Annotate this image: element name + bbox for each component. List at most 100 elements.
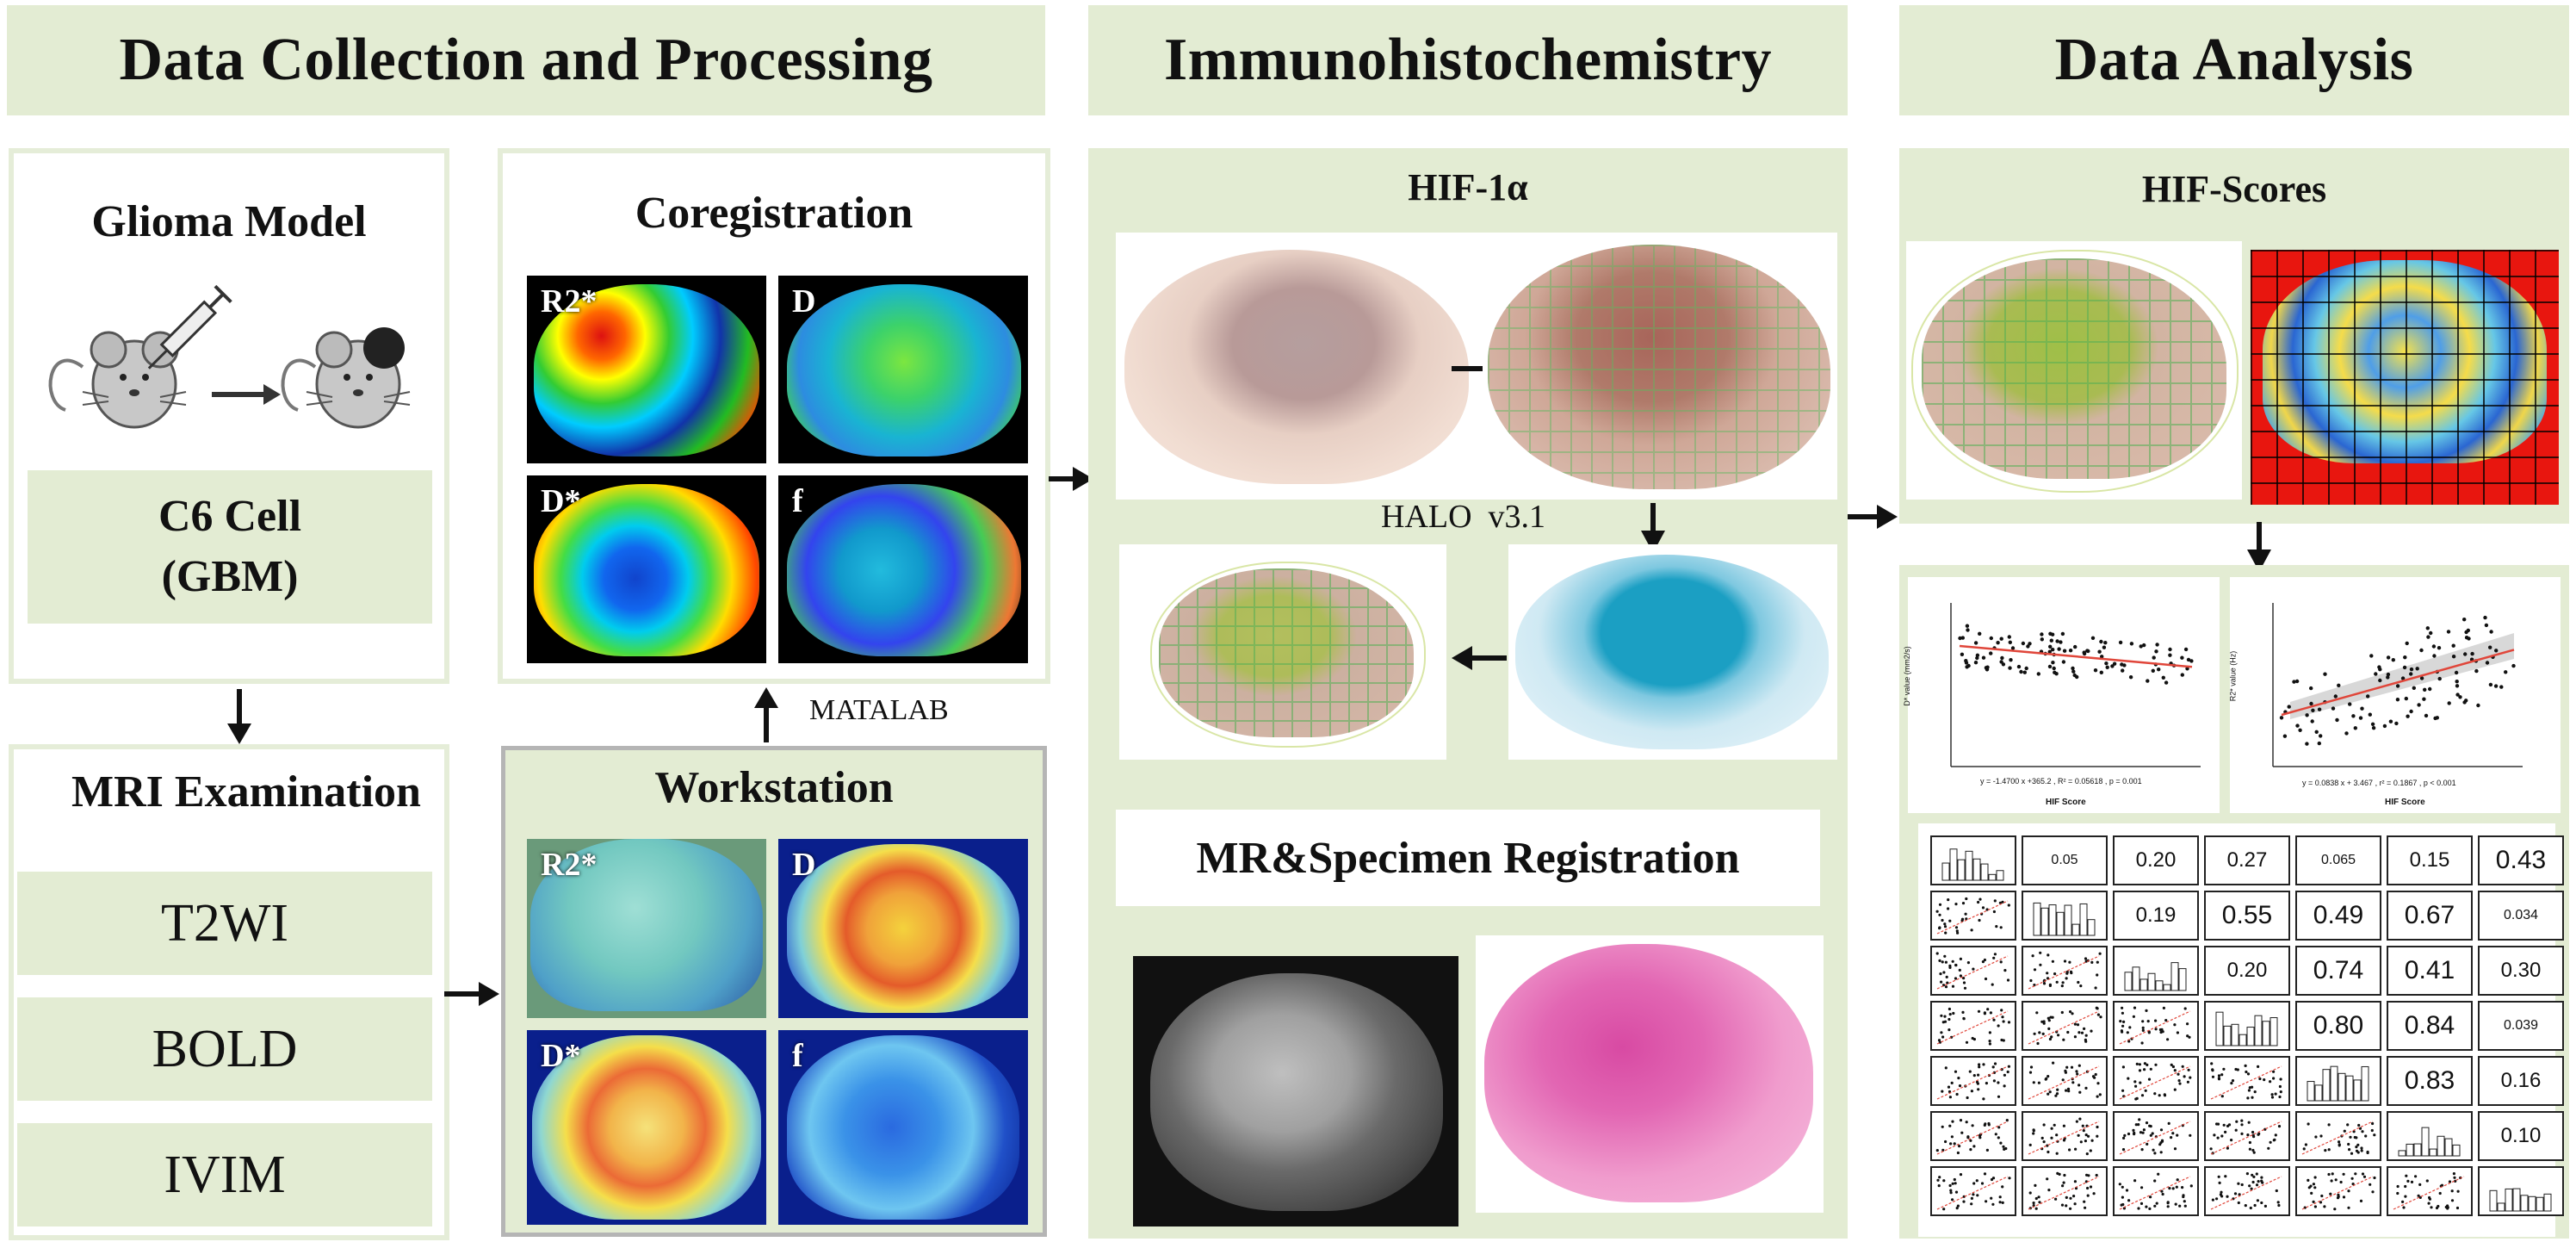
sequence-bold: BOLD — [17, 997, 432, 1101]
scatter-point — [2127, 1077, 2130, 1080]
scatter-point — [2175, 1185, 2178, 1189]
scatter-point — [2338, 1140, 2341, 1144]
scatter-point — [2096, 1125, 2099, 1129]
scatter-point — [2186, 1080, 2189, 1084]
scatter-point — [1956, 931, 1960, 935]
scatter-point — [2382, 723, 2387, 729]
scatter-point — [2099, 639, 2103, 644]
scatter-point — [1993, 953, 1997, 956]
arrow-down-icon — [227, 689, 251, 744]
scatter-point — [2091, 1075, 2096, 1078]
scatter-point — [2042, 1140, 2046, 1144]
scatter-point — [2083, 1027, 2086, 1030]
correlation-value: 0.20 — [2204, 946, 2290, 996]
scatter-point — [2180, 673, 2184, 677]
histogram-cell — [2478, 1166, 2564, 1216]
scatter-point — [2000, 1009, 2003, 1012]
map-label: D — [792, 847, 816, 883]
scatter-point — [2309, 686, 2313, 691]
histogram-bar — [2132, 966, 2140, 991]
pairwise-scatter-cell — [2295, 1166, 2381, 1216]
scatter-point — [2456, 1189, 2460, 1193]
scatter-point — [2216, 1122, 2220, 1126]
scatter-point — [2337, 683, 2341, 687]
halo-annotated-section — [1119, 544, 1446, 760]
scatter-point — [2051, 1015, 2054, 1019]
scatter-point — [2147, 1077, 2152, 1081]
scatter-point — [2369, 1183, 2372, 1186]
scatter-point — [2033, 968, 2037, 972]
scatter-point — [2489, 630, 2493, 634]
scatter-point — [2126, 1031, 2129, 1034]
scatter-point — [2073, 1202, 2077, 1206]
scatter-point — [1944, 931, 1947, 935]
scatter-point — [2176, 1133, 2179, 1137]
scatter-point — [2240, 1119, 2244, 1122]
scatter-point — [2273, 1138, 2276, 1141]
scatter-point — [2050, 1127, 2053, 1130]
histogram-bar — [2429, 1148, 2437, 1157]
correlation-value: 0.41 — [2387, 946, 2473, 996]
scatter-point — [2062, 1181, 2065, 1184]
scatter-point — [1993, 1062, 1997, 1065]
scatter-point — [2484, 623, 2489, 628]
scatter-point — [2157, 1172, 2160, 1176]
scatter-point — [2292, 680, 2296, 684]
scatter-point — [1941, 960, 1944, 964]
scatter-point — [1943, 1015, 1947, 1018]
scatter-point — [1955, 929, 1959, 933]
scatter-point — [2237, 1182, 2240, 1185]
histogram-bar — [2178, 968, 2187, 991]
scatter-point — [1990, 1177, 1994, 1182]
scatter-point — [1978, 631, 1982, 636]
scatter-point — [2370, 722, 2375, 726]
scatter-point — [1962, 1016, 1966, 1021]
scatter-point — [2008, 640, 2012, 644]
scatter-point — [2093, 668, 2098, 673]
scatter-point — [2405, 1174, 2408, 1177]
pairwise-scatter-cell — [2022, 1056, 2108, 1106]
scatter-point — [2133, 1133, 2136, 1136]
scatter-point — [2257, 1065, 2260, 1068]
scatter-point — [2028, 1071, 2033, 1074]
scatter-point — [1948, 966, 1952, 969]
scatter-point — [2334, 1178, 2338, 1182]
scatter-point — [2304, 1143, 2307, 1146]
scatter-point — [2140, 1186, 2144, 1189]
scatter-point — [2272, 1070, 2276, 1073]
scatter-point — [2419, 676, 2424, 680]
scatter-point — [2245, 1172, 2249, 1176]
scatter-point — [2448, 1180, 2452, 1183]
scatter-point — [2153, 1092, 2157, 1096]
scatter-point — [2311, 708, 2315, 712]
scatter-point — [2170, 1063, 2173, 1066]
scatter-point — [2277, 1125, 2282, 1128]
scatter-point — [2068, 960, 2071, 964]
correlation-value: 0.10 — [2478, 1111, 2564, 1161]
scatter-point — [2060, 984, 2064, 988]
scatter-point — [1972, 1193, 1975, 1196]
scatter-plot-svg — [2272, 603, 2523, 767]
scatter-point — [1977, 1009, 1981, 1013]
scatter-point — [1958, 636, 1962, 641]
scatter-point — [1969, 1139, 1972, 1142]
correlation-value: 0.83 — [2387, 1056, 2473, 1106]
scatter-point — [2057, 1034, 2060, 1037]
fit-line — [2119, 1065, 2191, 1100]
scatter-point — [2189, 1076, 2192, 1079]
histogram-bar — [2262, 1021, 2270, 1046]
scatter-point — [2085, 1152, 2089, 1156]
scatter-point — [2040, 637, 2044, 642]
scatter-point — [2155, 1202, 2158, 1205]
scatter-point — [2048, 1037, 2052, 1041]
scatter-point — [1947, 1028, 1951, 1032]
scatter-point — [2084, 1034, 2088, 1037]
scatter-point — [1950, 1081, 1954, 1084]
scatter-point — [2079, 1140, 2083, 1144]
scatter-point — [2419, 648, 2424, 653]
scatter-point — [2078, 1084, 2081, 1087]
correlation-value: 0.065 — [2295, 835, 2381, 885]
scatter-point — [1975, 1179, 1978, 1183]
scatter-point — [2040, 1020, 2044, 1023]
scatter-point — [2437, 646, 2442, 650]
